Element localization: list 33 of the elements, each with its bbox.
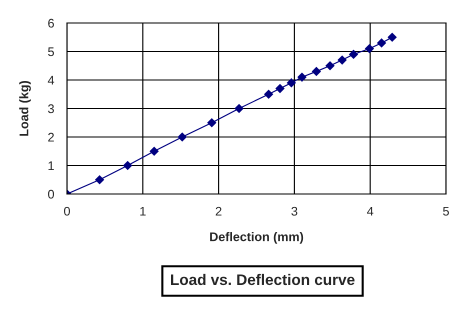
- x-tick-label: 1: [140, 206, 146, 216]
- y-tick-label: 2: [48, 132, 54, 142]
- y-tick-label: 6: [48, 18, 54, 28]
- point: [264, 90, 274, 99]
- point: [298, 72, 306, 82]
- y-tick-label: 1: [48, 161, 54, 170]
- y-tick-label: 0: [48, 190, 54, 199]
- point: [178, 132, 187, 142]
- x-tick-label: 0: [64, 206, 70, 216]
- point: [377, 38, 386, 48]
- y-axis-title: Load (kg): [19, 80, 31, 136]
- point: [364, 44, 374, 54]
- y-tick-label: 3: [48, 104, 54, 114]
- x-axis-title: Deflection (mm): [210, 232, 304, 244]
- point: [312, 67, 321, 76]
- point: [326, 61, 334, 70]
- point: [150, 146, 159, 156]
- point: [349, 50, 358, 59]
- point: [338, 56, 347, 64]
- point: [388, 32, 397, 42]
- x-tick-label: 3: [291, 206, 298, 216]
- point: [95, 175, 104, 184]
- x-tick-label: 4: [367, 206, 374, 216]
- point: [123, 161, 132, 170]
- x-tick-label: 5: [443, 206, 449, 216]
- text: Load vs. Deflection curve: [171, 274, 355, 286]
- y-tick-label: 4: [48, 76, 54, 85]
- x-tick-label: 2: [216, 206, 222, 216]
- point: [286, 78, 296, 88]
- point: [207, 118, 216, 128]
- y-tick-label: 5: [48, 47, 54, 56]
- point: [234, 104, 244, 113]
- point: [276, 84, 284, 93]
